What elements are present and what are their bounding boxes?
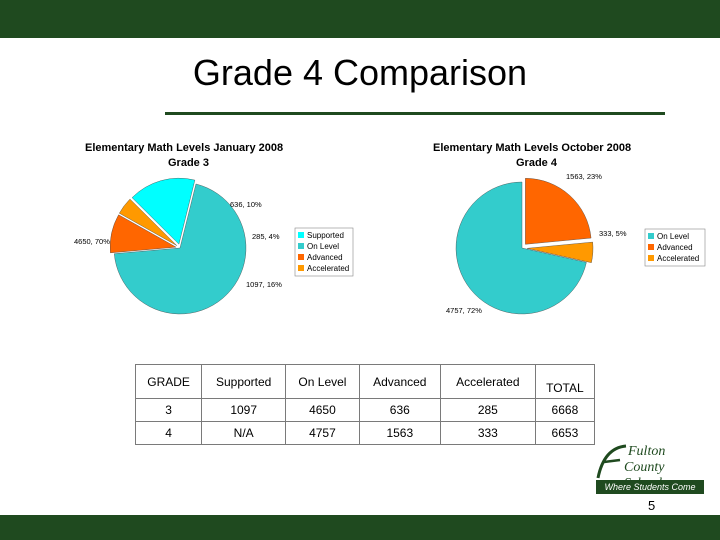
chart-title: Elementary Math Levels October 2008	[433, 142, 631, 154]
table-cell: 1563	[358, 421, 441, 445]
legend-swatch-advanced	[298, 254, 304, 260]
legend-swatch-advanced	[648, 244, 654, 250]
slice-data-label: 4757, 72%	[446, 306, 482, 315]
legend-label: Accelerated	[657, 254, 699, 263]
table-cell: 4757	[285, 421, 360, 445]
header-cell: Accelerated	[439, 364, 536, 399]
slice-data-label: 1563, 23%	[566, 172, 602, 181]
slice-data-label: 4650, 70%	[74, 237, 110, 246]
table-cell: N/A	[201, 421, 287, 445]
table-cell: 6653	[534, 421, 596, 445]
logo-text-line1: Fulton	[628, 444, 666, 459]
legend-label: On Level	[657, 232, 689, 241]
table-row: 3 1097 4650 636 285 6668	[134, 398, 596, 422]
fulton-county-schools-logo: Fulton County Schools Where Students Com…	[592, 440, 704, 506]
pie-slice-advanced	[525, 178, 592, 245]
chart-subtitle: Grade 4	[516, 157, 558, 169]
table-cell: 3	[134, 398, 203, 422]
pie-chart-grade-3: Elementary Math Levels January 2008 Grad…	[74, 142, 354, 315]
legend-box	[644, 228, 706, 267]
table-header-row: GRADE Supported On Level Advanced Accele…	[134, 364, 596, 399]
slice-data-label: 333, 5%	[599, 229, 627, 238]
pie-slice-on-level	[114, 183, 247, 315]
table-cell: 4	[134, 421, 203, 445]
table-cell: 636	[358, 398, 441, 422]
title-underline	[165, 112, 665, 115]
bottom-frame-bar	[0, 515, 720, 540]
chart-subtitle: Grade 3	[168, 157, 209, 169]
legend-label: Advanced	[657, 243, 693, 252]
legend-swatch-on-level	[298, 243, 304, 249]
header-cell: On Level	[285, 364, 360, 399]
pie-chart-grade-4: Elementary Math Levels October 2008 Grad…	[433, 142, 706, 315]
chart-title: Elementary Math Levels January 2008	[85, 142, 283, 154]
comparison-table: GRADE Supported On Level Advanced Accele…	[134, 364, 596, 445]
table-cell: 333	[439, 421, 536, 445]
logo-tagline: Where Students Come First	[596, 480, 704, 506]
logo-f-mark-icon	[596, 444, 627, 479]
legend-swatch-accelerated	[298, 265, 304, 271]
pie-slice-accelerated	[526, 241, 594, 263]
slice-data-label: 1097, 16%	[246, 280, 282, 289]
pie-slice-supported	[131, 177, 196, 245]
header-cell: TOTAL	[534, 364, 596, 399]
slide-title: Grade 4 Comparison	[192, 52, 528, 93]
legend-box	[294, 227, 354, 277]
slice-data-label: 285, 4%	[252, 232, 280, 241]
legend-swatch-on-level	[648, 233, 654, 239]
table-row: 4 N/A 4757 1563 333 6653	[134, 421, 596, 445]
slice-data-label: 636, 10%	[230, 200, 262, 209]
table-cell: 4650	[285, 398, 360, 422]
top-frame-bar	[0, 0, 720, 38]
legend-label: Accelerated	[307, 264, 349, 273]
legend-label: On Level	[307, 242, 339, 251]
pie-slice-advanced	[109, 214, 177, 254]
header-cell: Supported	[201, 364, 287, 399]
pie-slice-accelerated	[119, 198, 177, 246]
table-cell: 6668	[534, 398, 596, 422]
legend-swatch-accelerated	[648, 255, 654, 261]
table-cell: 1097	[201, 398, 287, 422]
header-cell: Advanced	[358, 364, 441, 399]
pie-slice-on-level	[455, 181, 587, 315]
legend-label: Advanced	[307, 253, 343, 262]
header-cell: GRADE	[134, 364, 203, 399]
page-number: 5	[648, 498, 656, 513]
table-cell: 285	[439, 398, 536, 422]
legend-swatch-supported	[298, 232, 304, 238]
legend-label: Supported	[307, 231, 344, 240]
